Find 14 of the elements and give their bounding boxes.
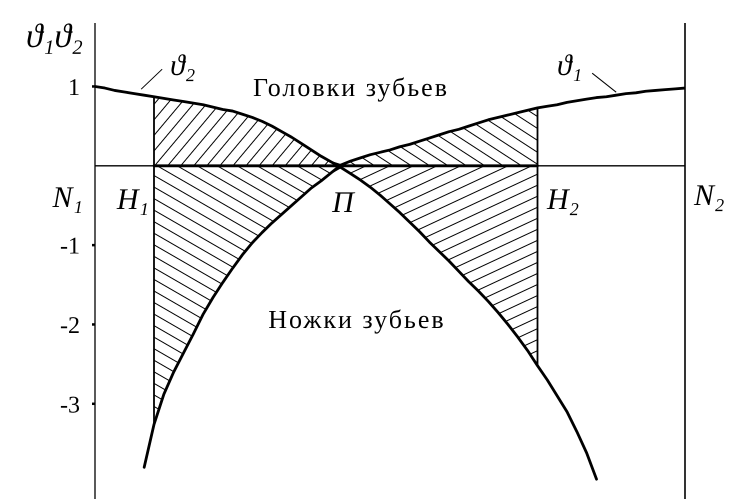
y-axis-title: ϑ₁ϑ₂	[26, 18, 83, 55]
annotation: H₁	[116, 183, 149, 216]
annotation: Ножки зубьев	[268, 305, 446, 334]
y-tick-label: -3	[60, 392, 80, 418]
annotation: П	[332, 186, 354, 219]
annotation: H₂	[547, 183, 580, 216]
text: N₁	[52, 181, 83, 214]
annotation: Головки зубьев	[253, 73, 449, 102]
y-tick-label: 1	[68, 74, 80, 101]
series-label: ϑ₁	[557, 49, 582, 82]
legend-label: ϑ₂	[170, 49, 196, 82]
text: N₂	[694, 179, 724, 212]
y-tick-label: -2	[60, 312, 80, 339]
y-tick-label: -1	[60, 234, 80, 260]
